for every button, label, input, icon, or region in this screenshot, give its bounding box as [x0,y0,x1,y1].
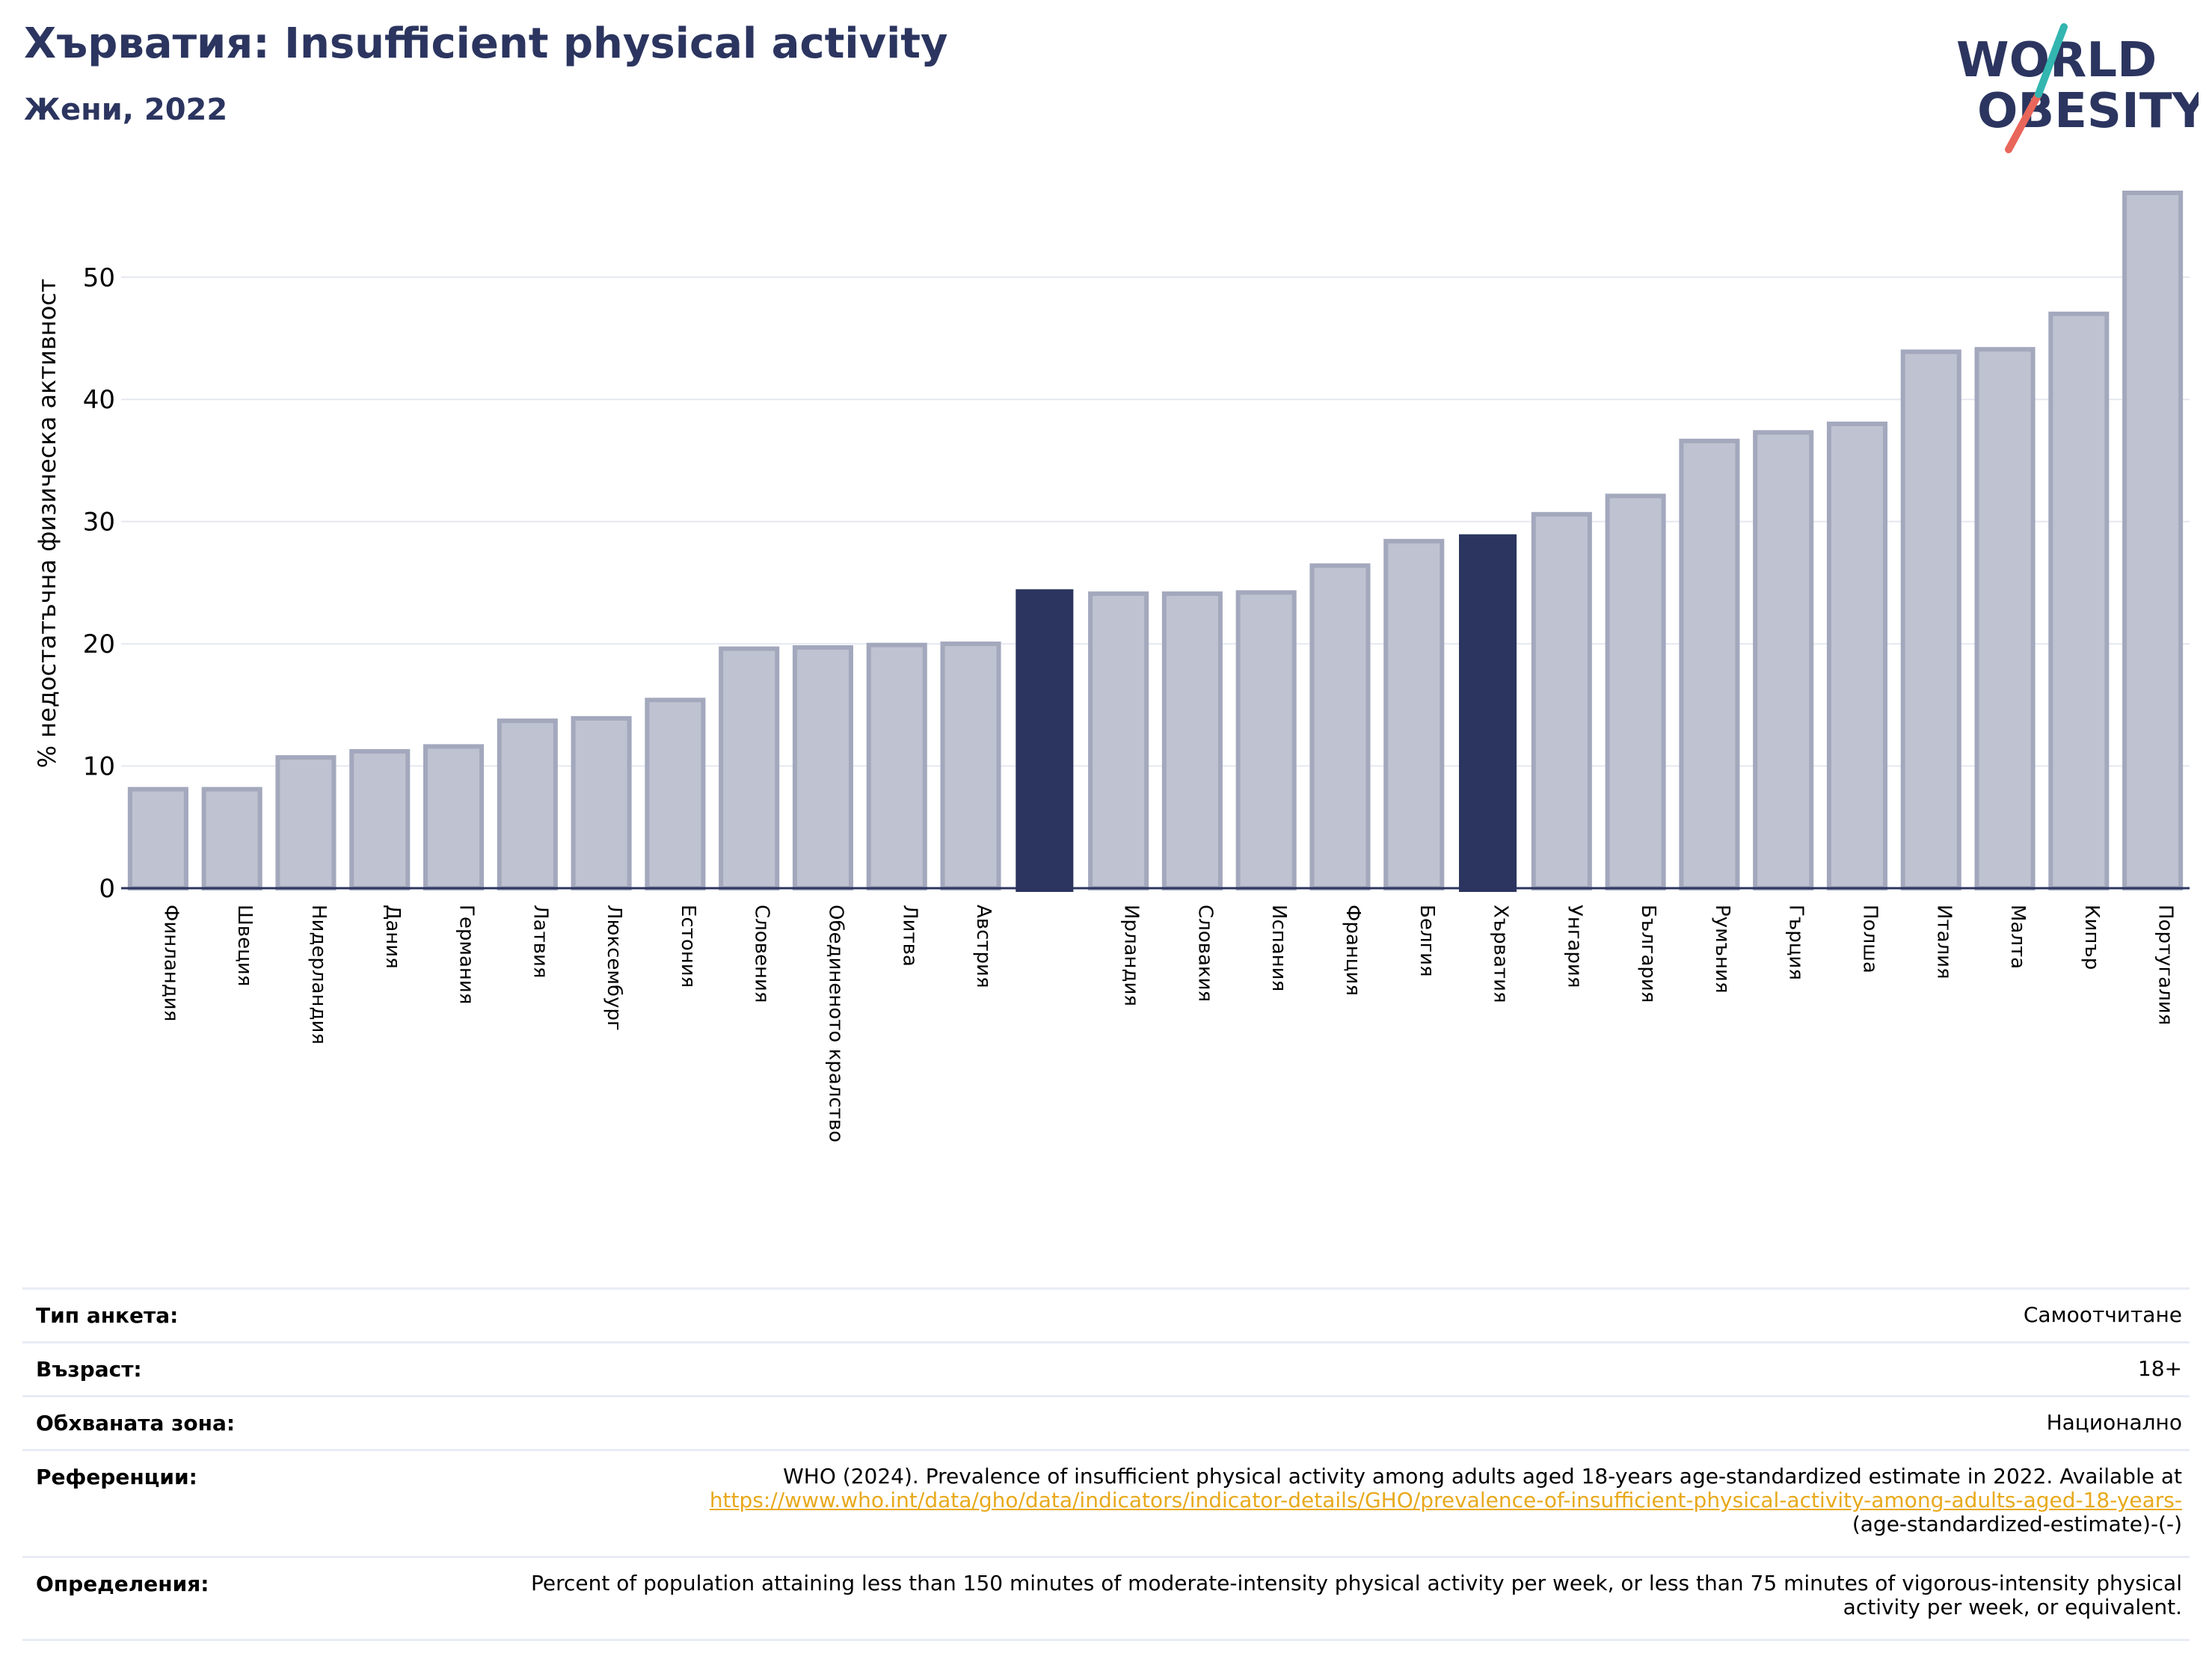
x-tick-label: Полша [1858,905,1881,973]
definitions-label: Определения: [36,1572,209,1596]
bar [792,645,854,890]
x-tick-label: Румъния [1711,905,1733,994]
bar [2048,311,2110,890]
y-tick-label: 20 [83,630,115,659]
definitions-value: Percent of population attaining less tha… [531,1571,2182,1619]
bar [940,641,1001,890]
chart-title: Хърватия: Insufficient physical activity [24,19,948,68]
x-tick-label: Ирландия [1120,905,1143,1006]
bar [571,715,632,890]
x-tick-label: Италия [1932,905,1955,979]
y-tick-label: 10 [83,752,115,782]
y-tick-label: 50 [83,263,115,293]
x-tick-label: Словакия [1193,905,1216,1002]
meta-row-survey: Тип анкета: Самоотчитане [22,1287,2190,1341]
bar [1458,534,1517,892]
bar [127,787,188,891]
chart-subtitle: Жени, 2022 [24,93,228,127]
y-axis-label: % недостатъчна физическа активност [33,279,61,769]
bar [1383,538,1445,890]
bar [2122,190,2184,890]
y-tick-label: 0 [99,874,115,904]
meta-row-references: Референции: WHO (2024). Prevalence of in… [22,1449,2190,1556]
x-tick-label: Люксембург [603,905,625,1031]
survey-type-label: Тип анкета: [36,1303,179,1328]
bar [349,748,411,890]
x-tick-label: Кипър [2080,905,2103,970]
x-tick-label: Германия [455,905,478,1004]
references-tail: (age-standardized-estimate)-(-) [1852,1512,2182,1536]
bar [201,787,262,891]
bar [275,755,337,890]
survey-type-value: Самоотчитане [2023,1302,2182,1327]
x-tick-label: Дания [381,905,404,969]
bar [1161,591,1223,890]
x-tick-label: Австрия [972,905,995,988]
references-label: Референции: [36,1465,197,1489]
bar [866,642,927,890]
age-value: 18+ [2137,1356,2182,1381]
bar [1605,493,1666,890]
y-tick-label: 40 [83,385,115,415]
x-tick-label: Естония [677,905,699,988]
x-tick-label: Нидерландия [307,905,330,1044]
world-obesity-logo: WORLD OBESITY [1956,23,2199,153]
x-tick-label: Португалия [2154,905,2177,1025]
references-value: WHO (2024). Prevalence of insufficient p… [710,1465,2182,1536]
meta-row-age: Възраст: 18+ [22,1341,2190,1395]
x-tick-label: Испания [1268,905,1290,991]
x-tick-label: Унгария [1563,905,1585,988]
bar [719,646,780,890]
bar [1235,590,1297,891]
x-tick-label: Словения [751,905,773,1003]
y-tick-label: 30 [83,508,115,538]
bar [1531,511,1592,890]
metadata-table: Тип анкета: Самоотчитане Възраст: 18+ Об… [22,1287,2190,1641]
x-tick-label: Швеция [233,905,256,986]
x-tick-label: Хърватия [1490,905,1512,1003]
x-tick-label: Латвия [529,905,551,979]
references-link[interactable]: https://www.who.int/data/gho/data/indica… [709,1488,2182,1512]
x-tick-label: Финландия [159,905,182,1021]
bar [497,718,558,890]
area-label: Обхваната зона: [36,1411,236,1435]
meta-row-definitions: Определения: Percent of population attai… [22,1556,2190,1641]
x-tick-label: Литва [898,905,921,967]
x-tick-label: Франция [1342,905,1364,996]
x-tick-label: Обединеното кралство [824,905,847,1142]
x-tick-label: Малта [2006,905,2029,969]
bar [1309,563,1371,891]
bar-chart: 0 10 20 30 40 50 Финландия Швеция Нидерландия Дан… [33,190,2190,1142]
logo-line2: OBESITY [1977,84,2199,139]
meta-row-area: Обхваната зона: Национално [22,1395,2190,1449]
bar [1826,421,1888,890]
bar [1974,347,2036,890]
bar [423,744,485,891]
x-tick-label: Гърция [1785,905,1807,980]
bar [645,698,706,891]
bar [1016,589,1074,892]
bar [1900,349,1961,890]
x-tick-label: Белгия [1416,905,1438,977]
tick-labels: 0 10 20 30 40 50 Финландия Швеция Нидерландия Дан… [83,263,2177,1142]
x-tick-label: България [1637,905,1659,1003]
bar [1753,430,1814,890]
bar [1679,438,1740,890]
age-label: Възраст: [36,1357,142,1382]
references-text: WHO (2024). Prevalence of insufficient p… [783,1464,2182,1489]
bars [127,190,2184,892]
area-value: Национално [2046,1410,2182,1435]
bar [1088,591,1149,890]
